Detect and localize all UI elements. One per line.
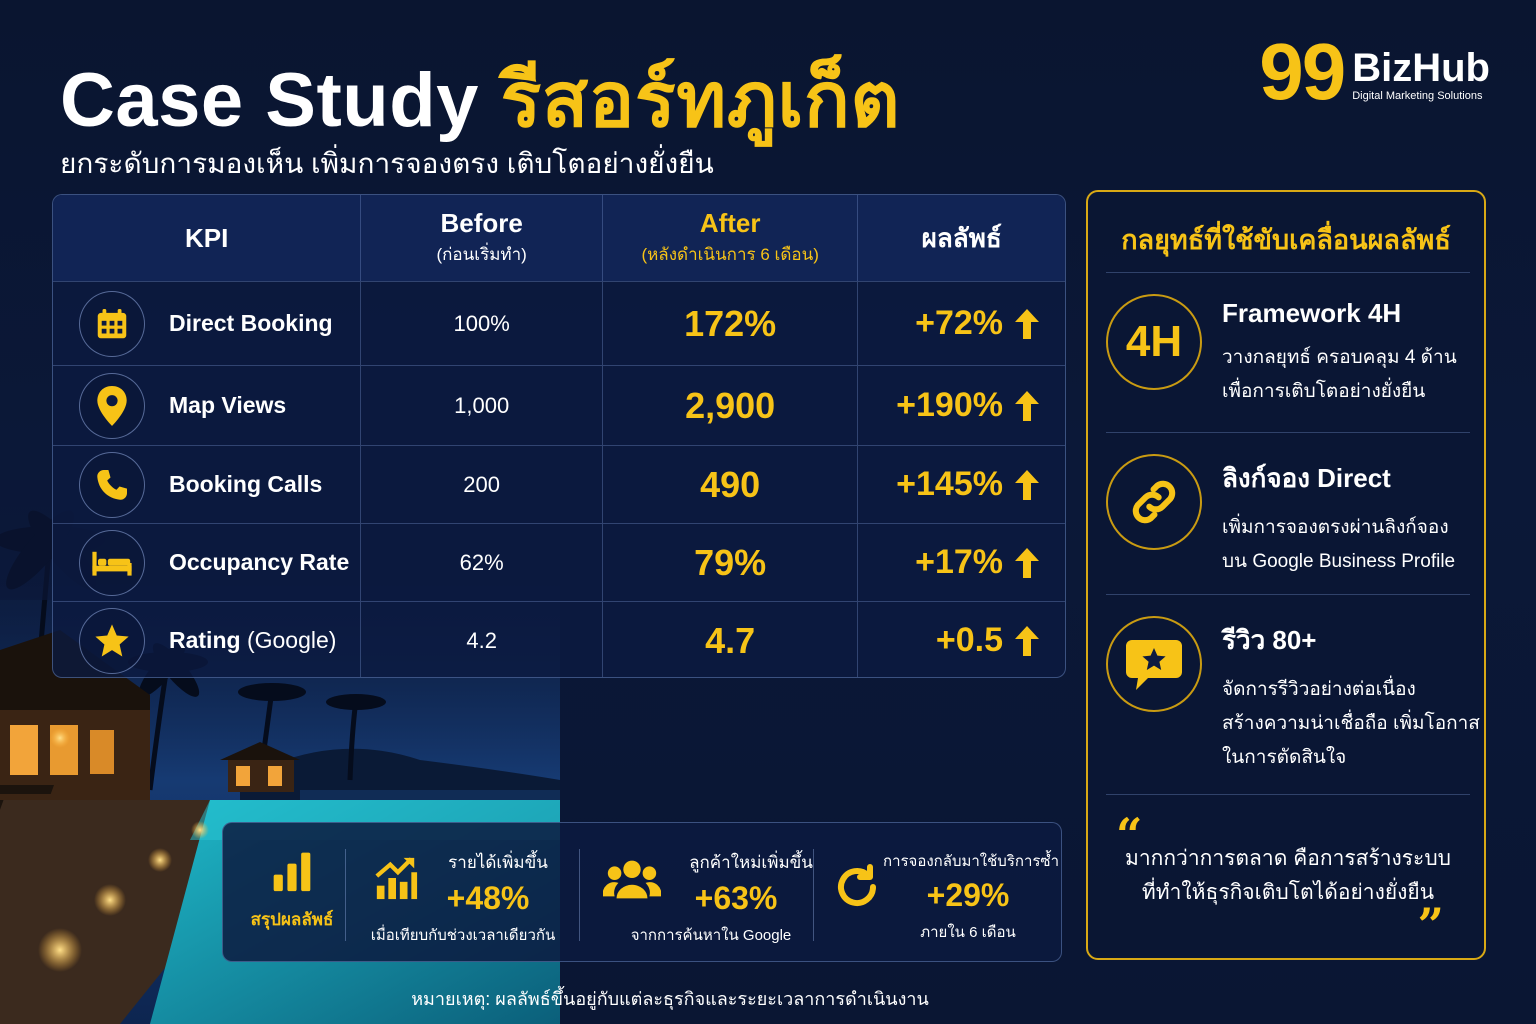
table-row: Occupancy Rate 62% 79% +17%	[53, 523, 1065, 601]
after-value: 490	[601, 446, 857, 523]
link-icon	[1106, 454, 1202, 550]
phone-icon	[79, 451, 145, 518]
arrow-up-icon	[1015, 390, 1039, 421]
header-result: ผลลัพธ์	[921, 222, 1002, 253]
kpi-table: KPI Before (ก่อนเริ่มทำ) After (หลังดำเน…	[52, 194, 1066, 678]
divider	[1106, 432, 1470, 433]
page-subtitle: ยกระดับการมองเห็น เพิ่มการจองตรง เติบโตอ…	[60, 148, 714, 179]
logo-tagline: Digital Marketing Solutions	[1352, 90, 1483, 102]
table-row: Rating (Google) 4.2 4.7 +0.5	[53, 601, 1065, 677]
arrow-up-icon	[1015, 547, 1039, 578]
kpi-label: Direct Booking	[169, 310, 333, 336]
divider	[1106, 794, 1470, 795]
kpi-label: Map Views	[169, 392, 287, 418]
summary-label: สรุปผลลัพธ์	[250, 910, 334, 929]
bed-icon	[79, 529, 145, 596]
after-value: 79%	[601, 524, 857, 601]
result-cell: +72%	[857, 282, 1065, 365]
table-row: Map Views 1,000 2,900 +190%	[53, 365, 1065, 445]
growth-chart-icon	[373, 855, 419, 906]
kpi-label: Rating (Google)	[169, 627, 337, 653]
metric-repeat-booking: การจองกลับมาใช้บริการซ้ำ +29% ภายใน 6 เด…	[883, 853, 1060, 941]
divider	[813, 849, 814, 941]
title-thai: รีสอร์ทภูเก็ต	[500, 58, 901, 143]
divider	[579, 849, 580, 941]
brand-logo: 99 BizHub Digital Marketing Solutions	[1259, 27, 1490, 116]
summary-label-block: สรุปผลลัพธ์	[237, 849, 347, 933]
result-value: +190%	[896, 386, 1003, 424]
bar-chart-icon	[273, 852, 311, 892]
header-after: After	[699, 208, 761, 238]
page-title: Case Study รีสอร์ทภูเก็ต	[60, 40, 900, 160]
before-value: 62%	[360, 524, 602, 601]
table-row: Direct Booking 100% 172% +72%	[53, 281, 1065, 365]
after-value: 172%	[601, 282, 857, 365]
strategy-item-desc: เพิ่มการจองตรงผ่านลิงก์จอง บน Google Bus…	[1222, 517, 1456, 572]
kpi-label: Booking Calls	[169, 471, 323, 497]
header-before: Before	[440, 208, 523, 238]
logo-name: BizHub	[1352, 46, 1490, 90]
table-header-row: KPI Before (ก่อนเริ่มทำ) After (หลังดำเน…	[53, 195, 1065, 281]
before-value: 1,000	[360, 366, 602, 445]
4h-icon: 4H	[1106, 294, 1202, 390]
footnote: หมายเหตุ: ผลลัพธ์ขึ้นอยู่กับแต่ละธุรกิจแ…	[411, 989, 929, 1009]
kpi-label: Occupancy Rate	[169, 549, 350, 575]
before-value: 100%	[360, 282, 602, 365]
users-icon	[602, 857, 662, 906]
quote-text: มากกว่าการตลาด คือการสร้างระบบ ที่ทำให้ธ…	[1124, 847, 1451, 904]
result-value: +145%	[896, 465, 1003, 503]
strategy-item-desc: วางกลยุทธ์ ครอบคลุม 4 ด้าน เพื่อการเติบโ…	[1222, 347, 1457, 402]
after-value: 4.7	[601, 602, 857, 677]
header-after-sub: (หลังดำเนินการ 6 เดือน)	[641, 245, 819, 264]
divider	[345, 849, 346, 941]
review-star-bubble-icon	[1106, 616, 1202, 712]
result-value: +17%	[915, 543, 1003, 581]
quote-open-mark: “	[1116, 808, 1143, 862]
header-before-sub: (ก่อนเริ่มทำ)	[436, 245, 527, 264]
header-kpi: KPI	[185, 222, 229, 253]
logo-number: 99	[1259, 27, 1346, 116]
result-cell: +0.5	[857, 602, 1065, 677]
quote-close-mark: ”	[1417, 898, 1444, 952]
table-row: Booking Calls 200 490 +145%	[53, 445, 1065, 523]
before-value: 200	[360, 446, 602, 523]
divider	[1106, 594, 1470, 595]
star-icon	[79, 607, 145, 674]
metric-new-customers: ลูกค้าใหม่เพิ่มขึ้น +63% จากการค้นหาใน G…	[630, 853, 813, 944]
strategy-item-title: ลิงก์จอง Direct	[1222, 463, 1391, 493]
strategy-item-title: Framework 4H	[1222, 298, 1402, 328]
repeat-icon	[833, 863, 881, 916]
after-value: 2,900	[601, 366, 857, 445]
strategy-item-title: รีวิว 80+	[1222, 625, 1317, 655]
strategy-item-desc: จัดการรีวิวอย่างต่อเนื่อง สร้างความน่าเช…	[1222, 679, 1480, 768]
metric-revenue: รายได้เพิ่มขึ้น +48% เมื่อเทียบกับช่วงเว…	[370, 853, 556, 944]
strategy-panel: กลยุทธ์ที่ใช้ขับเคลื่อนผลลัพธ์ 4H Framew…	[1086, 190, 1486, 960]
summary-bar: สรุปผลลัพธ์ รายได้เพิ่มขึ้น +48% เมื่อเท…	[222, 822, 1062, 962]
result-cell: +145%	[857, 446, 1065, 523]
result-cell: +17%	[857, 524, 1065, 601]
calendar-icon	[79, 290, 145, 357]
before-value: 4.2	[360, 602, 602, 677]
result-value: +0.5	[935, 621, 1003, 659]
divider	[1106, 272, 1470, 273]
title-english: Case Study	[60, 58, 501, 143]
result-value: +72%	[915, 304, 1003, 342]
arrow-up-icon	[1015, 469, 1039, 500]
arrow-up-icon	[1015, 625, 1039, 656]
result-cell: +190%	[857, 366, 1065, 445]
arrow-up-icon	[1015, 308, 1039, 339]
strategy-title: กลยุทธ์ที่ใช้ขับเคลื่อนผลลัพธ์	[1121, 225, 1451, 255]
map-pin-icon	[79, 372, 145, 439]
